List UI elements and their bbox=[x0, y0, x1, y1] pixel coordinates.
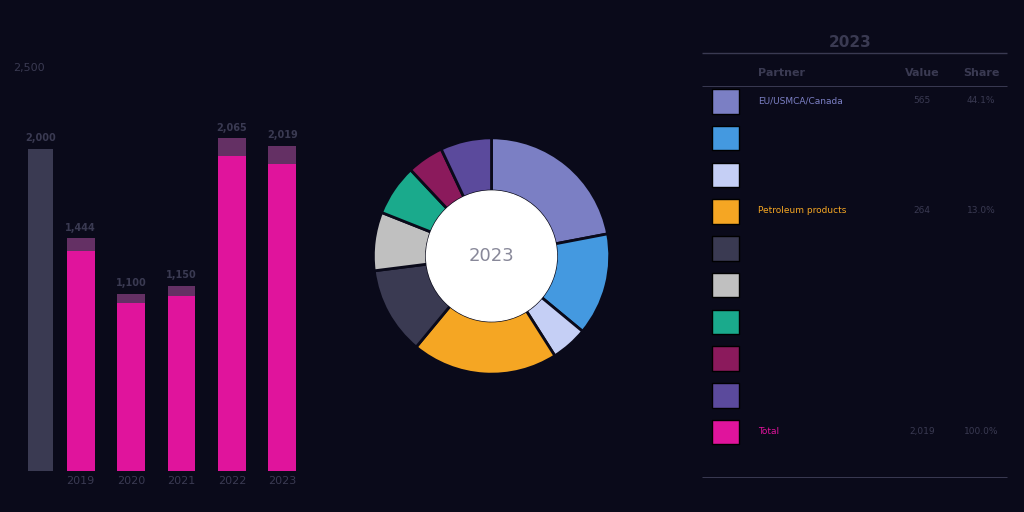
Text: 565: 565 bbox=[913, 96, 931, 105]
Text: EU/USMCA/Canada: EU/USMCA/Canada bbox=[758, 96, 843, 105]
Text: 2023: 2023 bbox=[828, 35, 871, 50]
Wedge shape bbox=[526, 297, 583, 356]
FancyBboxPatch shape bbox=[713, 89, 738, 114]
Text: Share: Share bbox=[963, 68, 999, 78]
Bar bbox=[28, 148, 53, 471]
Wedge shape bbox=[542, 234, 609, 331]
Text: 2023: 2023 bbox=[469, 247, 514, 265]
Text: 2,000: 2,000 bbox=[25, 133, 56, 143]
FancyBboxPatch shape bbox=[713, 383, 738, 408]
Text: Total: Total bbox=[758, 426, 779, 436]
Text: Petroleum products: Petroleum products bbox=[758, 206, 847, 215]
FancyBboxPatch shape bbox=[713, 200, 738, 224]
FancyBboxPatch shape bbox=[713, 126, 738, 151]
Text: 2,019: 2,019 bbox=[909, 426, 935, 436]
Text: 13.0%: 13.0% bbox=[967, 206, 995, 215]
Wedge shape bbox=[411, 149, 464, 208]
Bar bbox=[218, 138, 246, 157]
Bar bbox=[168, 286, 196, 296]
Bar bbox=[218, 138, 246, 471]
Text: 44.1%: 44.1% bbox=[967, 96, 995, 105]
Wedge shape bbox=[382, 170, 447, 232]
Wedge shape bbox=[416, 306, 555, 374]
Text: Value: Value bbox=[904, 68, 939, 78]
Text: 2,019: 2,019 bbox=[267, 130, 298, 140]
Text: Partner: Partner bbox=[758, 68, 805, 78]
FancyBboxPatch shape bbox=[713, 347, 738, 371]
Text: 2,500: 2,500 bbox=[12, 63, 44, 73]
Wedge shape bbox=[375, 264, 451, 347]
Text: 1,150: 1,150 bbox=[166, 270, 197, 280]
Text: 1,100: 1,100 bbox=[116, 278, 146, 288]
Circle shape bbox=[427, 191, 556, 321]
FancyBboxPatch shape bbox=[713, 310, 738, 334]
FancyBboxPatch shape bbox=[713, 273, 738, 297]
Text: 1,444: 1,444 bbox=[66, 223, 96, 232]
Text: 2,065: 2,065 bbox=[216, 122, 247, 133]
FancyBboxPatch shape bbox=[713, 163, 738, 187]
FancyBboxPatch shape bbox=[713, 236, 738, 261]
Bar bbox=[118, 294, 145, 471]
Wedge shape bbox=[374, 212, 431, 271]
Bar bbox=[67, 238, 94, 471]
Bar bbox=[67, 238, 94, 251]
Wedge shape bbox=[441, 138, 492, 197]
FancyBboxPatch shape bbox=[713, 420, 738, 444]
Wedge shape bbox=[492, 138, 607, 244]
Bar bbox=[268, 145, 296, 471]
Bar bbox=[118, 294, 145, 304]
Bar bbox=[268, 145, 296, 163]
Bar bbox=[168, 286, 196, 471]
Text: 100.0%: 100.0% bbox=[964, 426, 998, 436]
Text: 264: 264 bbox=[913, 206, 931, 215]
